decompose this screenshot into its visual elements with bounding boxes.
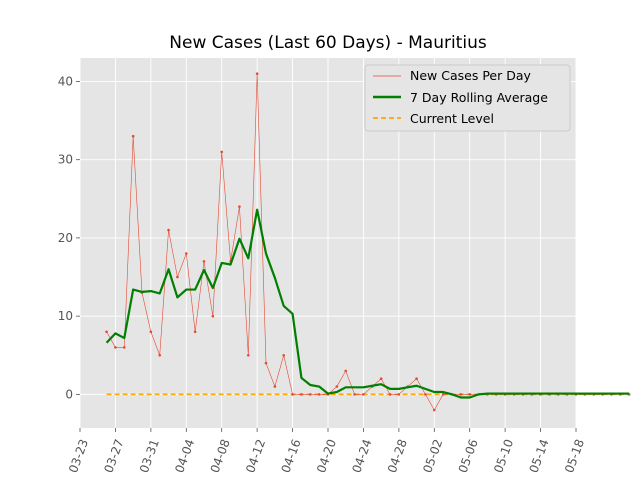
- legend-label-new-cases: New Cases Per Day: [410, 68, 531, 83]
- y-tick-label: 30: [58, 153, 73, 167]
- new-cases-point: [432, 408, 436, 412]
- new-cases-point: [344, 369, 348, 373]
- new-cases-point: [273, 385, 277, 388]
- new-cases-point: [238, 205, 241, 208]
- new-cases-point: [317, 393, 321, 396]
- new-cases-point: [114, 346, 117, 349]
- series-layer: [105, 72, 631, 412]
- legend-label-current-level: Current Level: [410, 111, 494, 126]
- new-cases-point: [388, 393, 392, 396]
- new-cases-point: [300, 393, 303, 396]
- chart-title: New Cases (Last 60 Days) - Mauritius: [169, 33, 487, 53]
- new-cases-point: [149, 330, 153, 334]
- new-cases-point: [264, 361, 268, 365]
- new-cases-point: [282, 353, 286, 357]
- new-cases-point: [202, 260, 206, 263]
- new-cases-point: [158, 353, 162, 357]
- new-cases-point: [246, 353, 250, 357]
- new-cases-point: [291, 393, 294, 396]
- new-cases-point: [468, 393, 472, 396]
- new-cases-point: [379, 377, 383, 381]
- new-cases-point: [255, 72, 259, 75]
- new-cases-point: [459, 393, 463, 396]
- new-cases-point: [193, 330, 197, 334]
- series-rolling-average-line: [105, 208, 630, 399]
- legend-box: [364, 64, 571, 132]
- new-cases-point: [167, 228, 170, 232]
- new-cases-point: [176, 275, 179, 279]
- new-cases-point: [353, 393, 356, 396]
- new-cases-point: [211, 314, 215, 318]
- legend: New Cases Per Day 7 Day Rolling Average …: [364, 64, 571, 132]
- new-cases-point: [424, 393, 427, 396]
- new-cases-point: [131, 134, 135, 138]
- new-cases-point: [308, 393, 312, 396]
- new-cases-point: [441, 393, 445, 396]
- new-cases-point: [397, 393, 401, 396]
- y-tick-label: 0: [65, 387, 73, 401]
- y-tick-label: 40: [58, 74, 73, 88]
- new-cases-point: [362, 393, 365, 396]
- new-cases-point: [220, 150, 224, 154]
- new-cases-point: [415, 377, 418, 381]
- new-cases-point: [105, 330, 108, 334]
- new-cases-point: [335, 385, 339, 388]
- new-cases-point: [184, 252, 188, 255]
- legend-label-rolling-average: 7 Day Rolling Average: [410, 90, 548, 105]
- y-tick-label: 20: [58, 231, 73, 245]
- new-cases-point: [122, 346, 126, 349]
- y-tick-label: 10: [58, 309, 73, 323]
